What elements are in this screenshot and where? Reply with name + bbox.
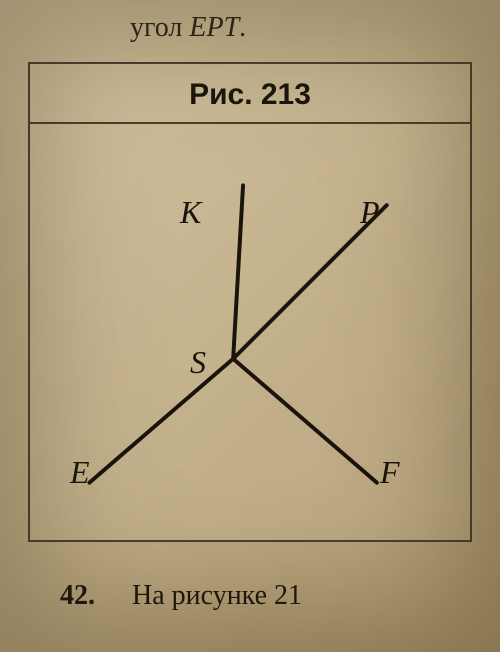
rays-group — [89, 185, 386, 482]
figure-title: Рис. 213 — [30, 64, 470, 124]
top-text-fragment: угол EPT. — [130, 12, 246, 44]
ray-SE — [89, 359, 233, 483]
label-K: K — [180, 194, 201, 231]
top-period: . — [239, 12, 246, 43]
ray-SF — [233, 359, 377, 483]
diagram-area: K P F E S — [30, 124, 470, 544]
page-scan: угол EPT. Рис. 213 K P F E S 42. На рису… — [0, 0, 500, 652]
label-E: E — [70, 454, 90, 491]
question-number: 42. — [60, 580, 95, 611]
figure-box: Рис. 213 K P F E S — [28, 62, 472, 542]
bottom-text-fragment: 42. На рисунке 21 — [60, 580, 302, 612]
diagram-svg — [30, 124, 470, 544]
top-word: угол — [130, 12, 182, 43]
label-F: F — [380, 454, 400, 491]
ray-SK — [233, 185, 243, 358]
label-S: S — [190, 344, 206, 381]
top-angle-name: EPT — [189, 12, 239, 43]
label-P: P — [360, 194, 380, 231]
question-text-fragment: На рисунке 21 — [132, 580, 302, 611]
